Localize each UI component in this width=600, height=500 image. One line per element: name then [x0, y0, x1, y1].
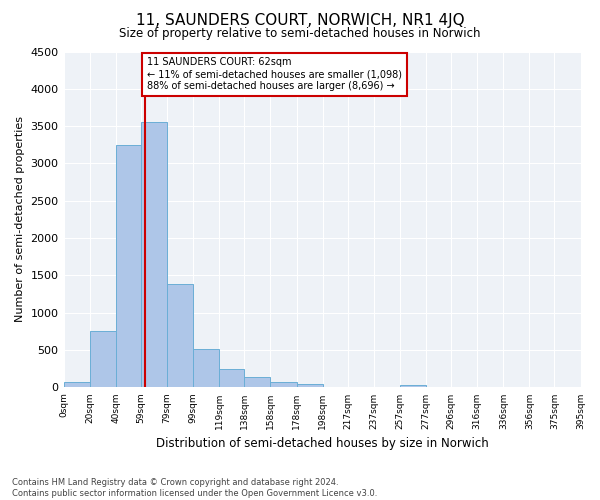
Bar [116, 145, 141, 388]
Bar [64, 382, 90, 388]
Text: 11, SAUNDERS COURT, NORWICH, NR1 4JQ: 11, SAUNDERS COURT, NORWICH, NR1 4JQ [136, 12, 464, 28]
X-axis label: Distribution of semi-detached houses by size in Norwich: Distribution of semi-detached houses by … [155, 437, 488, 450]
Bar [271, 382, 296, 388]
Bar [219, 369, 244, 388]
Bar [90, 332, 116, 388]
Text: 11 SAUNDERS COURT: 62sqm
← 11% of semi-detached houses are smaller (1,098)
88% o: 11 SAUNDERS COURT: 62sqm ← 11% of semi-d… [148, 58, 403, 90]
Text: Size of property relative to semi-detached houses in Norwich: Size of property relative to semi-detach… [119, 28, 481, 40]
Bar [141, 122, 167, 388]
Bar [296, 384, 323, 388]
Y-axis label: Number of semi-detached properties: Number of semi-detached properties [15, 116, 25, 322]
Bar [400, 385, 426, 388]
Bar [193, 350, 219, 388]
Text: Contains HM Land Registry data © Crown copyright and database right 2024.
Contai: Contains HM Land Registry data © Crown c… [12, 478, 377, 498]
Bar [167, 284, 193, 388]
Bar [244, 377, 271, 388]
